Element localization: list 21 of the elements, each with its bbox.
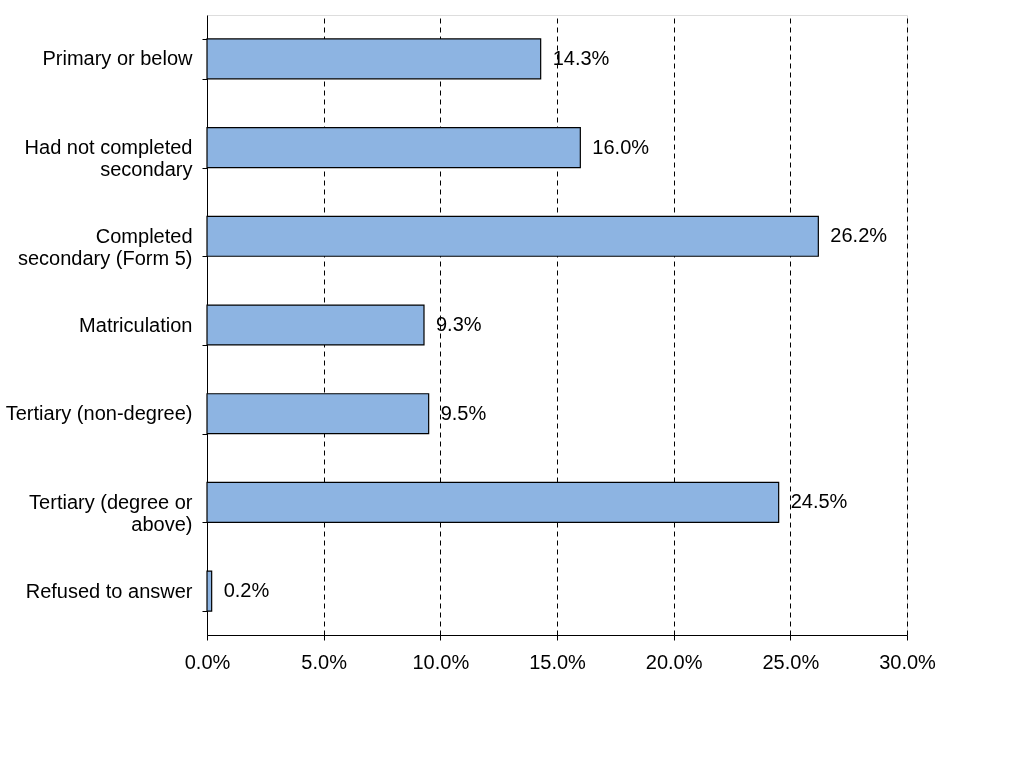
y-tick-label: Primary or below bbox=[42, 47, 194, 70]
x-tick-label: 0.0% bbox=[184, 650, 231, 673]
y-tick-label: Had not completed secondary bbox=[24, 136, 193, 181]
data-label: 24.5% bbox=[790, 490, 848, 513]
data-label: 14.3% bbox=[552, 46, 610, 69]
y-tick-label: Refused to answer bbox=[25, 579, 193, 602]
y-tick-label: Completed secondary (Form 5) bbox=[18, 224, 193, 269]
data-label: 0.2% bbox=[223, 579, 270, 602]
x-tick-label: 25.0% bbox=[762, 650, 820, 673]
y-tick-label: Tertiary (degree or above) bbox=[29, 490, 193, 535]
x-tick-label: 15.0% bbox=[529, 650, 587, 673]
data-label: 26.2% bbox=[830, 224, 888, 247]
x-tick-label: 30.0% bbox=[879, 650, 937, 673]
data-label: 16.0% bbox=[592, 135, 650, 158]
y-tick-label: Tertiary (non-degree) bbox=[5, 402, 193, 425]
data-label: 9.5% bbox=[440, 401, 487, 424]
x-tick-label: 20.0% bbox=[645, 650, 703, 673]
x-tick-label: 5.0% bbox=[301, 650, 348, 673]
data-label: 9.3% bbox=[436, 313, 482, 335]
x-tick-label: 10.0% bbox=[412, 650, 470, 673]
y-tick-label: Matriculation bbox=[79, 313, 193, 336]
